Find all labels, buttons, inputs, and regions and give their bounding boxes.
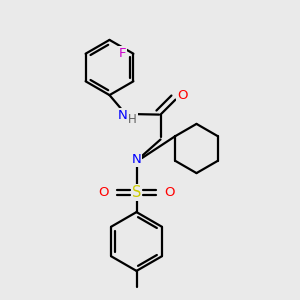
Text: H: H [128,112,137,126]
Text: S: S [132,185,141,200]
Text: O: O [177,89,187,103]
Text: N: N [132,153,141,166]
Text: O: O [164,186,175,199]
Text: F: F [118,46,126,60]
Text: N: N [118,109,128,122]
Text: O: O [98,186,109,199]
